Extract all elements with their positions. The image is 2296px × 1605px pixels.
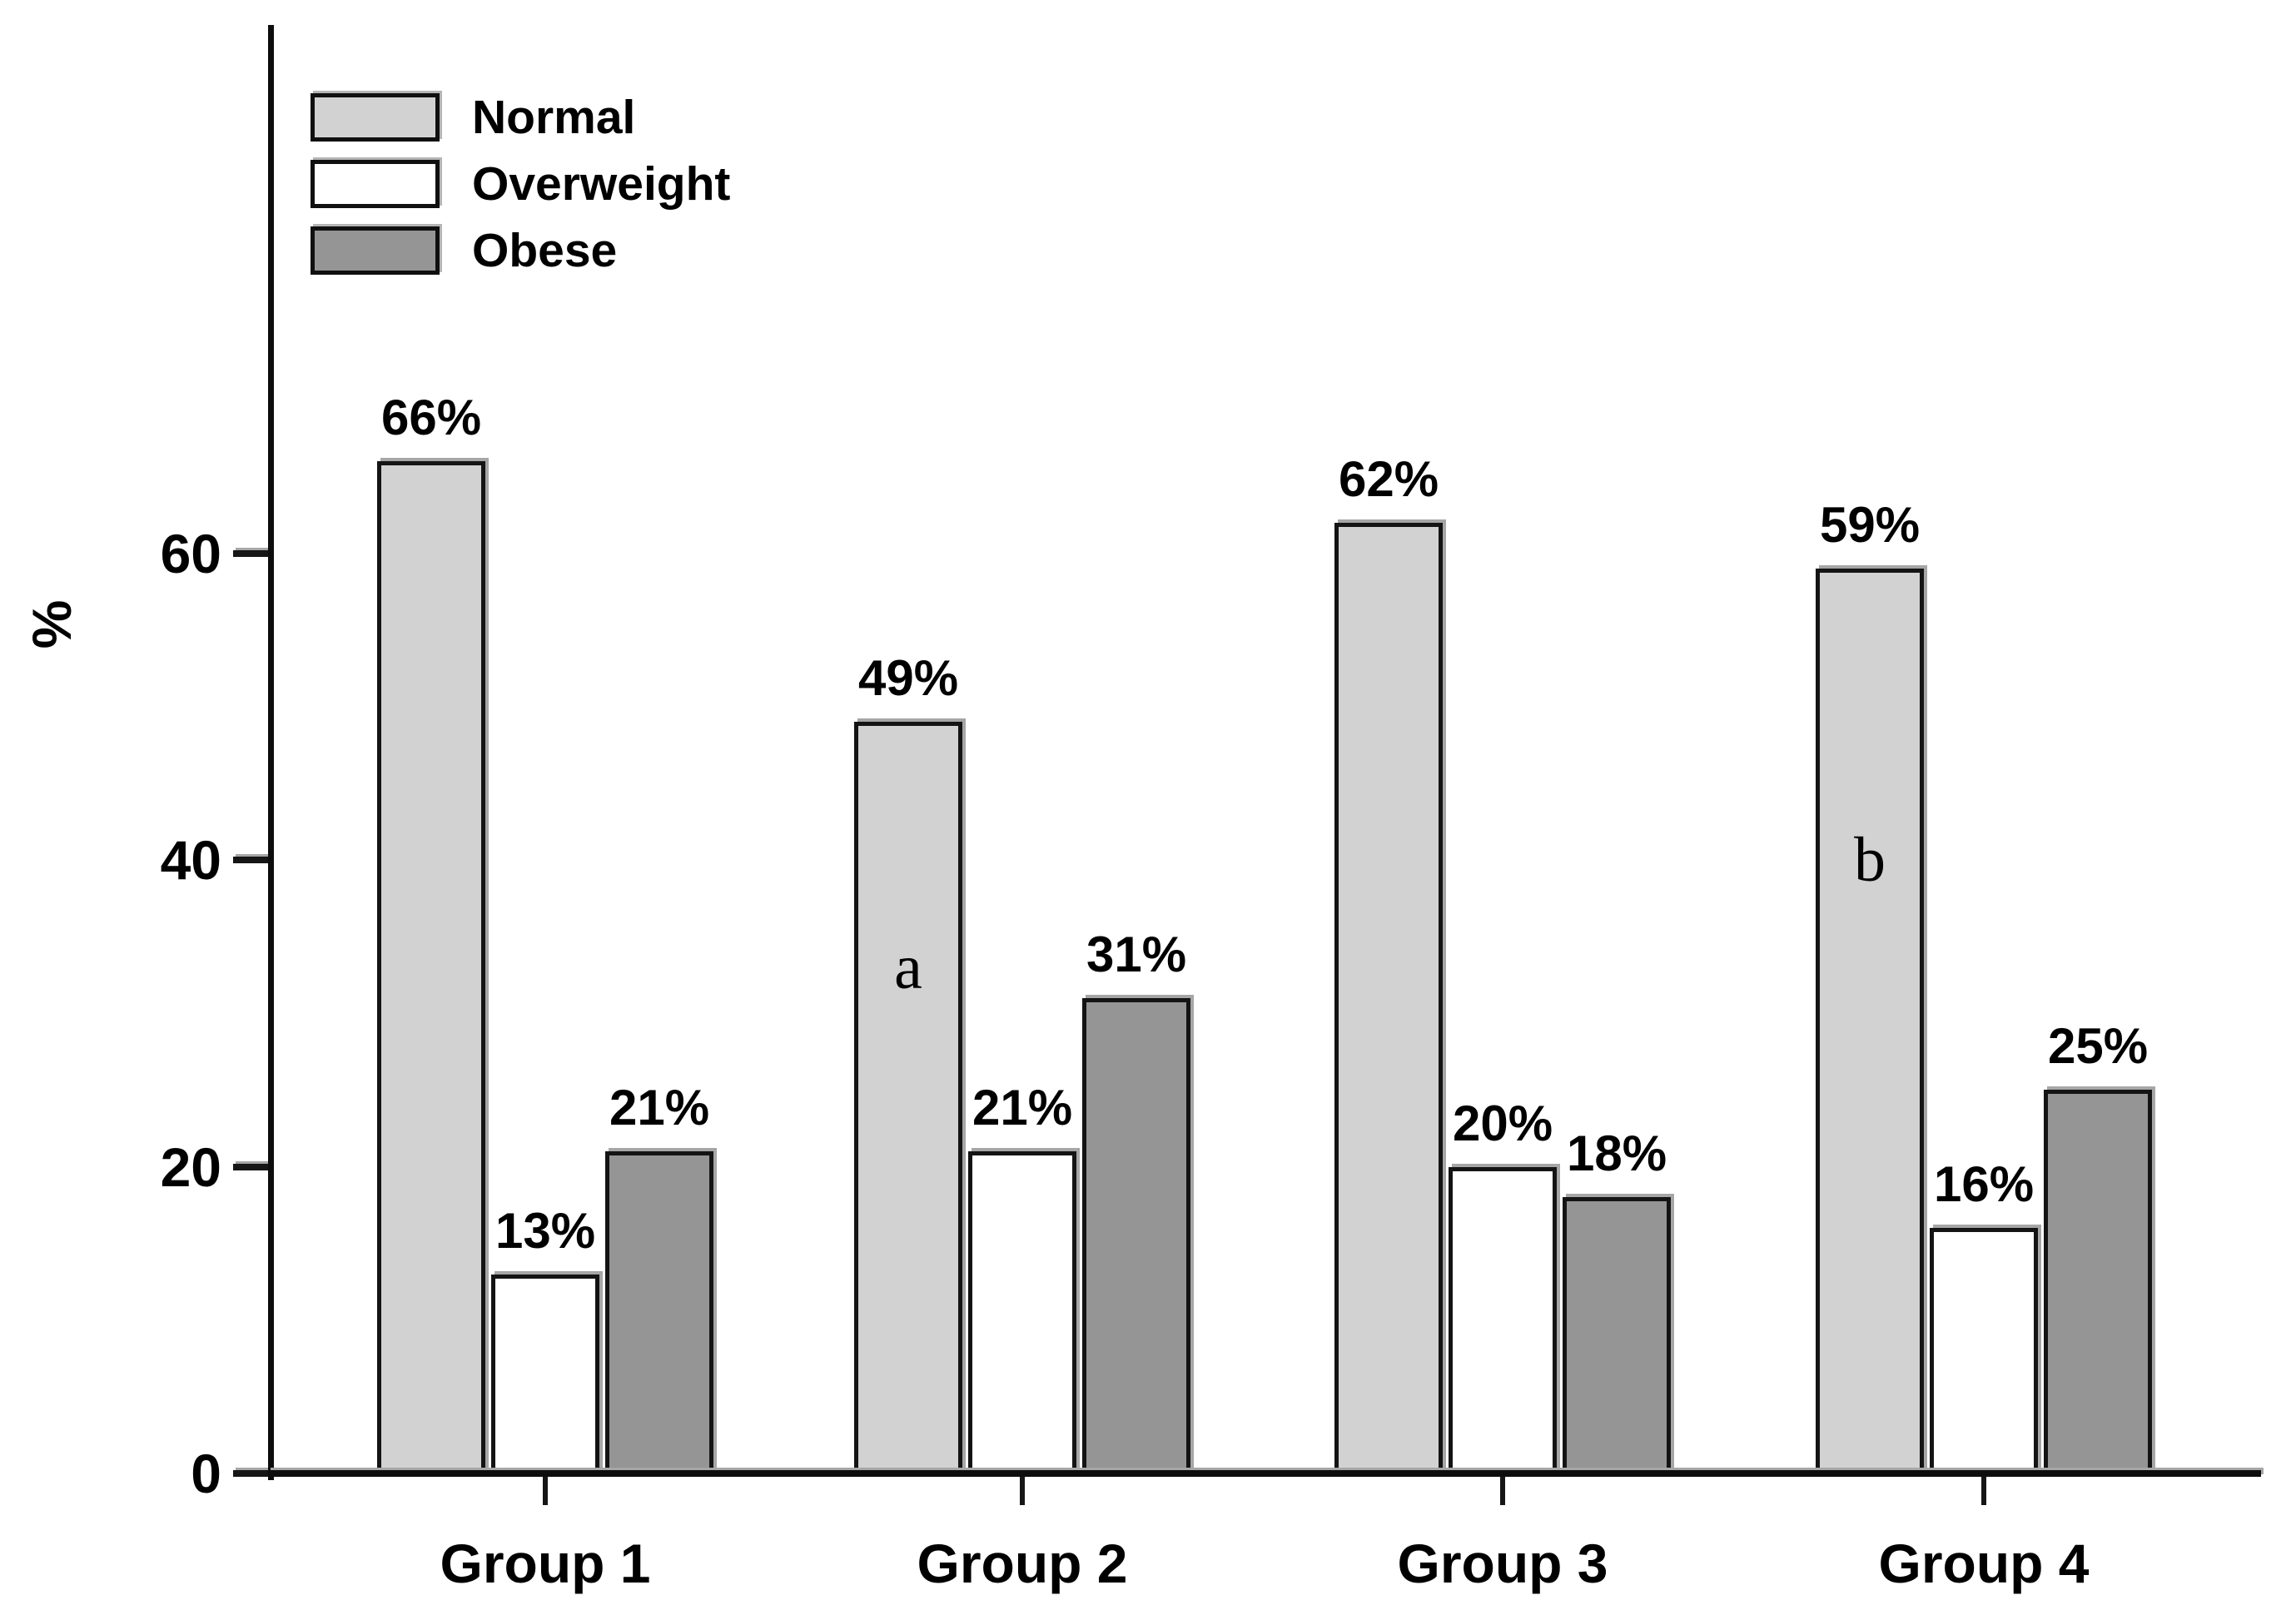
legend-swatch xyxy=(311,226,440,275)
bar-value-label: 25% xyxy=(2047,1018,2149,1074)
legend-item-obese: Obese xyxy=(311,226,730,275)
bar-group-4-overweight xyxy=(1930,1228,2038,1473)
bar-group-2-obese xyxy=(1082,998,1190,1473)
legend-item-overweight: Overweight xyxy=(311,160,730,208)
legend-label: Normal xyxy=(472,91,636,144)
bar-value-label: 16% xyxy=(1933,1156,2035,1212)
x-category-label: Group 4 xyxy=(1878,1533,2090,1594)
legend-label: Overweight xyxy=(472,157,731,211)
bar-value-label: 18% xyxy=(1566,1125,1667,1181)
bar-value-label: 62% xyxy=(1338,451,1439,507)
x-tick-mark xyxy=(1020,1477,1025,1505)
bar-group-4-normal xyxy=(1816,569,1924,1473)
legend-swatch xyxy=(311,160,440,208)
y-axis-line xyxy=(268,25,274,1480)
y-tick-label: 60 xyxy=(160,523,221,584)
x-tick-mark xyxy=(1981,1477,1986,1505)
x-category-label: Group 1 xyxy=(440,1533,651,1594)
bar-value-label: 21% xyxy=(972,1080,1073,1135)
bar-group-3-normal xyxy=(1334,523,1443,1473)
legend-swatch xyxy=(311,93,440,142)
x-axis-line xyxy=(268,1470,2261,1477)
x-tick-mark xyxy=(543,1477,548,1505)
bar-group-3-obese xyxy=(1563,1197,1671,1473)
x-category-label: Group 2 xyxy=(917,1533,1128,1594)
bar-value-label: 59% xyxy=(1819,497,1921,553)
y-tick-label: 20 xyxy=(160,1136,221,1198)
x-tick-mark xyxy=(1500,1477,1505,1505)
bar-group-2-overweight xyxy=(968,1151,1076,1473)
significance-annotation-b: b xyxy=(1854,825,1886,895)
bar-group-1-normal xyxy=(377,461,485,1473)
legend-label: Obese xyxy=(472,224,618,277)
legend-item-normal: Normal xyxy=(311,93,730,142)
y-tick-label: 0 xyxy=(191,1443,221,1504)
bar-value-label: 20% xyxy=(1452,1096,1553,1151)
bar-value-label: 31% xyxy=(1086,927,1187,982)
y-tick-mark xyxy=(233,857,270,863)
y-tick-label: 40 xyxy=(160,829,221,891)
bar-group-4-obese xyxy=(2044,1090,2152,1473)
y-tick-mark xyxy=(233,1164,270,1170)
bar-value-label: 49% xyxy=(857,650,959,706)
bar-value-label: 13% xyxy=(494,1203,596,1259)
legend: Normal Overweight Obese xyxy=(311,93,730,293)
y-tick-mark xyxy=(233,1470,270,1477)
x-category-label: Group 3 xyxy=(1397,1533,1608,1594)
bar-group-1-overweight xyxy=(491,1275,599,1473)
bar-value-label: 21% xyxy=(609,1080,710,1135)
bar-group-3-overweight xyxy=(1449,1167,1557,1473)
bar-group-1-obese xyxy=(605,1151,713,1473)
significance-annotation-a: a xyxy=(894,932,922,1002)
bar-value-label: 66% xyxy=(380,390,482,445)
y-tick-mark xyxy=(233,550,270,557)
